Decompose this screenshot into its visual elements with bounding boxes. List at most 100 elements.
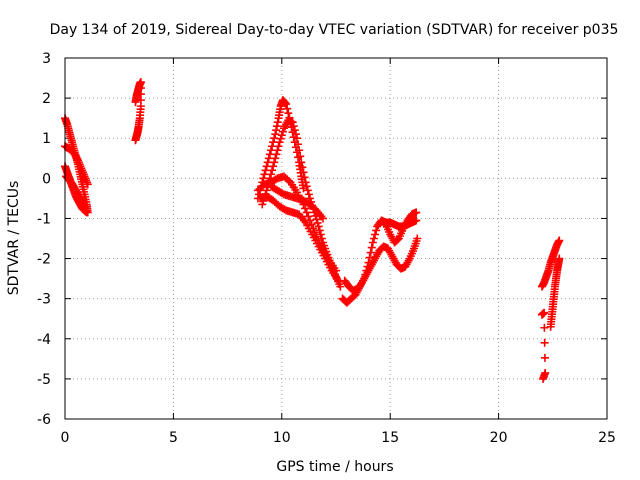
data-point [296, 152, 305, 161]
data-point [266, 170, 275, 179]
data-point [315, 226, 324, 235]
x-tick-label: 15 [381, 430, 399, 446]
data-point [281, 99, 290, 108]
data-point [275, 138, 284, 147]
data-point [299, 168, 308, 177]
data-point [278, 127, 287, 136]
data-point [540, 353, 549, 362]
series-arc-1c [61, 142, 92, 189]
data-point [268, 166, 277, 175]
x-tick-label: 5 [169, 430, 178, 446]
series-arc-5c [537, 308, 550, 383]
data-point [284, 109, 293, 118]
series-arc-3e [266, 182, 327, 223]
data-point [312, 215, 321, 224]
data-point [273, 146, 282, 155]
plot-frame [64, 57, 608, 420]
x-tick-label: 20 [490, 430, 508, 446]
data-point [307, 220, 316, 229]
data-point [555, 236, 564, 245]
data-point [273, 118, 282, 127]
data-point [301, 204, 310, 213]
y-tick-label: -2 [37, 252, 51, 268]
data-point [555, 254, 564, 263]
data-point [284, 176, 293, 185]
data-point [300, 173, 309, 182]
data-point [81, 204, 90, 213]
data-point [82, 208, 91, 217]
y-tick-label: 2 [42, 91, 51, 107]
y-tick-label: 0 [42, 171, 51, 187]
series-arc-4c [377, 216, 421, 231]
data-point [304, 212, 313, 221]
y-tick-label: 3 [42, 51, 51, 67]
data-point [366, 248, 375, 257]
y-tick-label: -4 [37, 332, 51, 348]
y-tick-label: -6 [37, 412, 51, 428]
data-point [272, 122, 281, 131]
series-arc-3d [256, 192, 343, 285]
data-point [301, 178, 310, 187]
y-axis-label: SDTVAR / TECUs [6, 181, 22, 296]
data-point [292, 134, 301, 143]
data-point [270, 158, 279, 167]
data-point [540, 308, 549, 317]
data-point [413, 234, 422, 243]
series-arc-1d [62, 172, 90, 213]
data-point [73, 154, 82, 163]
x-tick-label: 0 [61, 430, 70, 446]
data-point [314, 222, 323, 231]
data-point [317, 234, 326, 243]
data-point [303, 186, 312, 195]
data-point [271, 130, 280, 139]
series-arc-5b [546, 254, 564, 331]
data-point [365, 253, 374, 262]
data-point [368, 238, 377, 247]
data-point [540, 323, 549, 332]
data-point [269, 162, 278, 171]
data-point [367, 243, 376, 252]
data-point [313, 218, 322, 227]
x-tick-label: 25 [598, 430, 616, 446]
data-point [369, 234, 378, 243]
series-arc-2 [131, 78, 145, 145]
data-point [539, 374, 548, 383]
data-point [302, 208, 311, 217]
data-point [274, 142, 283, 151]
data-point [540, 338, 549, 347]
data-point [276, 134, 285, 143]
data-points [61, 78, 564, 383]
data-point [290, 126, 299, 135]
data-point [316, 230, 325, 239]
data-point [295, 146, 304, 155]
data-point [318, 214, 327, 223]
y-tick-label: -5 [37, 372, 51, 388]
data-point [282, 100, 291, 109]
data-point [272, 126, 281, 135]
data-point [271, 154, 280, 163]
data-point [289, 122, 298, 131]
data-point [371, 230, 380, 239]
x-axis-label: GPS time / hours [276, 459, 393, 475]
data-point [291, 130, 300, 139]
data-point [272, 150, 281, 159]
data-point [304, 190, 313, 199]
y-tick-labels: -6 -5 -4 -3 -2 -1 0 1 2 3 [37, 51, 51, 428]
data-point [372, 226, 381, 235]
chart-title: Day 134 of 2019, Sidereal Day-to-day VTE… [50, 22, 619, 38]
y-tick-label: -1 [37, 211, 51, 227]
series-arc-5a [537, 236, 564, 291]
y-tick-label: -3 [37, 292, 51, 308]
data-point [131, 136, 140, 145]
data-point [283, 104, 292, 113]
data-point [294, 140, 303, 149]
data-point [288, 118, 297, 127]
x-tick-labels: 0 5 10 15 20 25 [61, 430, 616, 446]
data-point [297, 158, 306, 167]
data-point [83, 180, 92, 189]
data-point [412, 208, 421, 217]
data-point [277, 131, 286, 140]
data-point [80, 202, 89, 211]
data-point [412, 216, 421, 225]
